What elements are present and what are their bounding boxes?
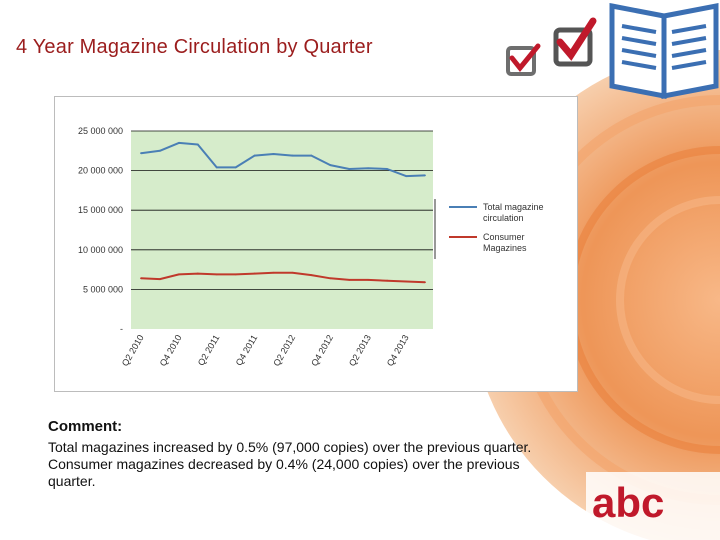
y-tick-label: 5 000 000 — [83, 284, 123, 294]
data-point-consumer — [424, 281, 426, 284]
x-axis-tick-labels: Q2 2010 Q4 2010 Q2 2011 Q4 2011 Q2 2012 Q4 20… — [120, 333, 411, 368]
open-book-icon — [609, 2, 719, 100]
gridlines — [131, 130, 433, 290]
y-axis-tick-labels: - 5 000 000 10 000 000 15 000 000 20 000 000… — [78, 126, 123, 334]
x-tick-label: Q4 2012 — [309, 333, 335, 368]
x-tick-label: Q4 2011 — [234, 333, 260, 367]
y-tick-label: 15 000 000 — [78, 205, 123, 215]
data-point-consumer — [140, 277, 142, 280]
comment-line: Consumer magazines decreased by 0.4% (24… — [48, 456, 520, 472]
data-point-consumer — [215, 273, 218, 276]
checkbox-icon — [553, 17, 597, 67]
plot-area — [131, 130, 433, 329]
chart-frame: - 5 000 000 10 000 000 15 000 000 20 000 000… — [54, 96, 578, 392]
comment-heading: Comment: — [48, 418, 123, 435]
data-point-total — [234, 166, 237, 169]
data-point-consumer — [329, 277, 332, 280]
line-chart: - 5 000 000 10 000 000 15 000 000 20 000 000… — [78, 126, 546, 368]
legend-item-total: Total magazine circulation — [449, 202, 546, 223]
data-point-total — [405, 175, 407, 178]
data-point-consumer — [367, 278, 370, 281]
data-point-total — [424, 174, 426, 177]
x-tick-label: Q4 2010 — [158, 333, 184, 368]
y-tick-label: 10 000 000 — [78, 245, 123, 255]
data-point-consumer — [291, 271, 294, 274]
data-point-total — [140, 152, 142, 155]
checkbox-icon — [506, 43, 541, 76]
y-tick-label: 25 000 000 — [78, 126, 123, 136]
data-point-total — [291, 154, 294, 157]
data-point-total — [196, 143, 199, 146]
data-point-total — [310, 154, 313, 157]
data-point-total — [215, 166, 218, 169]
abc-logo: abc — [586, 472, 720, 540]
x-tick-label: Q2 2010 — [120, 333, 146, 368]
data-point-total — [159, 149, 161, 152]
series-lines — [140, 141, 426, 284]
data-point-total — [253, 154, 256, 157]
data-point-total — [367, 167, 370, 170]
y-tick-label: - — [120, 324, 123, 334]
plot-background — [131, 131, 433, 329]
data-point-consumer — [177, 273, 180, 276]
series-line-consumer — [140, 271, 426, 284]
data-point-consumer — [348, 278, 351, 281]
comment-line: Total magazines increased by 0.5% (97,00… — [48, 439, 532, 455]
data-point-total — [272, 153, 275, 155]
data-point-consumer — [234, 273, 237, 276]
comment-line: quarter. — [48, 473, 96, 489]
x-tick-label: Q2 2013 — [347, 333, 373, 368]
y-tick-label: 20 000 000 — [78, 166, 123, 176]
data-point-total — [329, 164, 332, 166]
legend-label-consumer: Consumer Magazines — [483, 232, 527, 253]
data-point-consumer — [405, 280, 407, 283]
series-line-total — [140, 141, 426, 178]
data-point-consumer — [196, 272, 199, 275]
slide-title: 4 Year Magazine Circulation by Quarter — [16, 36, 373, 58]
data-point-consumer — [159, 278, 161, 281]
data-point-consumer — [253, 272, 256, 275]
data-point-total — [177, 141, 180, 144]
comment-block: Comment: Total magazines increased by 0.… — [48, 418, 608, 490]
data-point-consumer — [310, 274, 313, 277]
x-tick-label: Q4 2013 — [385, 333, 411, 368]
x-tick-label: Q2 2011 — [196, 333, 222, 367]
data-point-consumer — [272, 271, 275, 274]
legend-label-total: Total magazine circulation — [483, 202, 546, 223]
x-tick-label: Q2 2012 — [271, 333, 297, 368]
legend-item-consumer: Consumer Magazines — [449, 232, 527, 253]
data-point-total — [386, 168, 389, 170]
data-point-total — [348, 168, 351, 170]
svg-text:abc: abc — [592, 479, 664, 526]
data-point-consumer — [386, 279, 389, 282]
legend: Total magazine circulation Consumer Maga… — [434, 199, 546, 259]
